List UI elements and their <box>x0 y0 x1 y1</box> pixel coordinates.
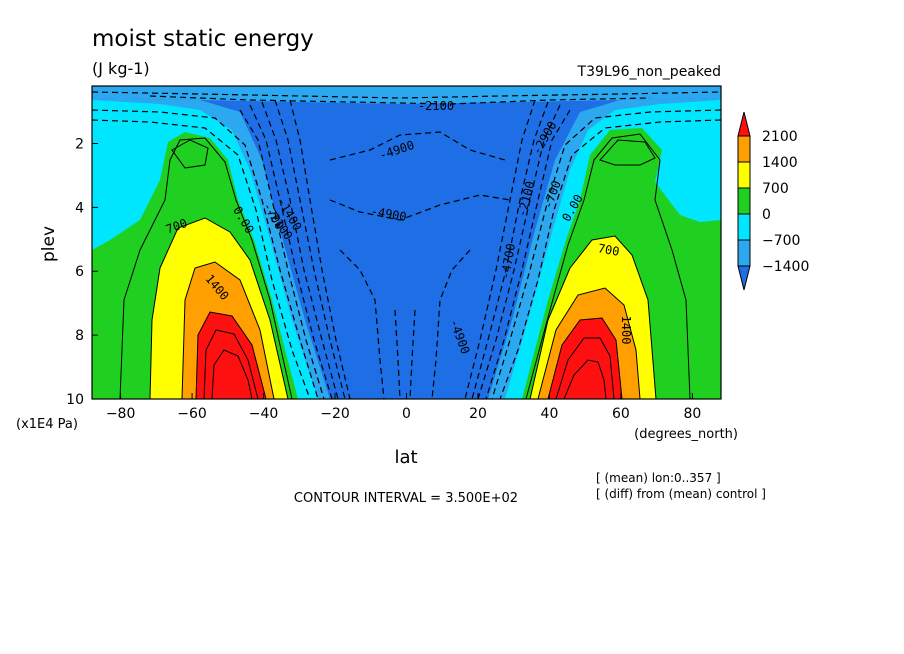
units-label: (J kg-1) <box>92 59 150 78</box>
y-tick-label: 8 <box>75 328 84 344</box>
contour-line <box>409 309 416 399</box>
chart-title: moist static energy <box>92 26 314 52</box>
colorbar-swatch <box>737 213 751 241</box>
y-tick-label: 4 <box>75 200 84 216</box>
plot-area <box>92 86 721 399</box>
x-axis: −80 −60 −40 −20 0 20 40 60 80 <box>106 393 701 422</box>
colorbar-swatch <box>737 239 751 267</box>
colorbar-swatch <box>737 187 751 215</box>
contour-label: -2100 <box>418 99 454 113</box>
contour-line <box>477 104 561 399</box>
contour-label: -4700 <box>498 242 518 280</box>
colorbar-label: 2100 <box>762 129 798 145</box>
colorbar-label: −1400 <box>762 259 809 275</box>
colorbar-swatch <box>737 161 751 189</box>
contour-line <box>329 131 506 161</box>
contour-line <box>211 349 253 399</box>
contour-label: -4900 <box>370 204 408 224</box>
contour-line <box>431 249 471 399</box>
contour-line <box>92 119 311 399</box>
contour-interval-label: CONTOUR INTERVAL = 3.500E+02 <box>294 491 518 506</box>
y-tick-label: 6 <box>75 264 84 280</box>
contour-line <box>537 287 641 399</box>
contour-line <box>203 329 259 399</box>
contour-label: 700 <box>164 216 189 237</box>
contour-line <box>599 139 656 166</box>
contour-line <box>171 139 209 169</box>
contour-line <box>339 249 385 399</box>
contour-line <box>464 99 536 399</box>
note-diff-control: [ (diff) from (mean) control ] <box>596 487 766 501</box>
contour-line <box>119 137 293 399</box>
colorbar: 2100 1400 700 0 −700 −1400 <box>737 111 809 291</box>
contour-line <box>195 311 267 399</box>
contour-line <box>149 217 289 399</box>
contour-line <box>499 119 721 399</box>
colorbar-swatch-min <box>737 265 751 291</box>
contour-line <box>555 337 615 399</box>
contour-lines-negative <box>92 91 721 399</box>
x-tick-label: −40 <box>249 406 279 422</box>
colorbar-swatch <box>737 135 751 163</box>
x-tick-label: −20 <box>320 406 350 422</box>
x-tick-label: 20 <box>469 406 487 422</box>
contour-line <box>491 109 721 399</box>
x-tick-label: 0 <box>402 406 411 422</box>
y-axis: 2 4 6 8 10 <box>66 136 98 408</box>
x-tick-label: 40 <box>541 406 559 422</box>
note-mean-lon: [ (mean) lon:0..357 ] <box>596 471 721 485</box>
contour-line <box>394 309 401 399</box>
colorbar-swatch-max <box>737 111 751 137</box>
x-tick-label: −80 <box>106 406 136 422</box>
contour-label: 700 <box>597 241 621 259</box>
contour-line <box>329 194 511 221</box>
colorbar-label: 700 <box>762 181 789 197</box>
contour-line <box>471 101 549 399</box>
contour-line <box>239 109 325 399</box>
x-tick-label: −60 <box>177 406 207 422</box>
x-tick-label: 60 <box>612 406 630 422</box>
contour-line <box>525 133 691 399</box>
contour-line <box>181 261 275 399</box>
y-axis-label: plev <box>39 226 59 262</box>
x-tick-label: 80 <box>683 406 701 422</box>
contour-line <box>92 109 319 399</box>
colorbar-label: 1400 <box>762 155 798 171</box>
y-axis-units: (x1E4 Pa) <box>16 417 78 432</box>
contour-label: 1400 <box>619 316 633 345</box>
contour-line <box>289 99 351 399</box>
contour-line <box>529 235 657 399</box>
contour-line <box>249 104 333 399</box>
y-tick-label: 2 <box>75 136 84 152</box>
contour-line <box>485 109 571 399</box>
colorbar-label: −700 <box>762 233 800 249</box>
x-axis-label: lat <box>394 447 417 468</box>
colorbar-label: 0 <box>762 207 771 223</box>
contour-line <box>261 101 339 399</box>
contour-lines-positive <box>119 133 691 399</box>
experiment-label: T39L96_non_peaked <box>577 64 721 80</box>
contour-line <box>149 95 651 105</box>
y-tick-label: 10 <box>66 392 84 408</box>
contour-line <box>274 99 346 399</box>
contour-line <box>563 359 607 399</box>
x-axis-units: (degrees_north) <box>634 427 738 442</box>
contour-line <box>547 317 623 399</box>
